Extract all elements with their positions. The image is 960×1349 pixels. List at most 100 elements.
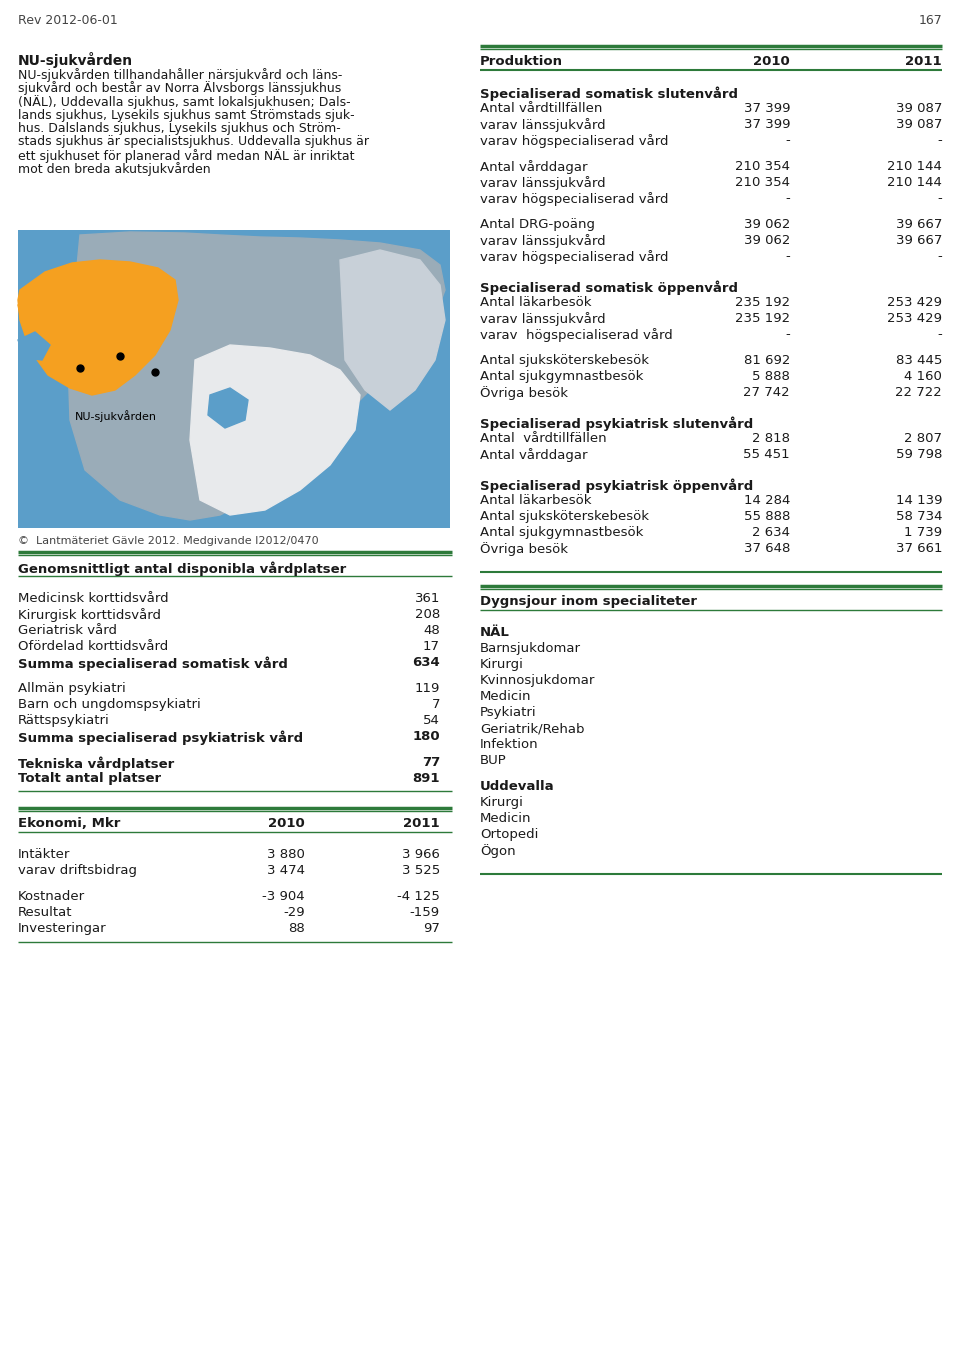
Text: 361: 361 [415,592,440,604]
Text: Antal vårddagar: Antal vårddagar [480,161,588,174]
Text: Barn och ungdomspsykiatri: Barn och ungdomspsykiatri [18,697,201,711]
Text: -159: -159 [410,907,440,919]
Text: ©  Lantmäteriet Gävle 2012. Medgivande I2012/0470: © Lantmäteriet Gävle 2012. Medgivande I2… [18,536,319,546]
Text: 2 634: 2 634 [752,526,790,540]
Text: 22 722: 22 722 [896,386,942,399]
Polygon shape [18,260,178,395]
Text: 37 648: 37 648 [744,542,790,554]
Text: -: - [785,134,790,147]
Text: Summa specialiserad somatisk vård: Summa specialiserad somatisk vård [18,656,288,670]
Text: 77: 77 [421,755,440,769]
Text: varav högspecialiserad vård: varav högspecialiserad vård [480,250,668,264]
Text: Genomsnittligt antal disponibla vårdplatser: Genomsnittligt antal disponibla vårdplat… [18,561,347,576]
Text: 3 525: 3 525 [401,863,440,877]
Text: -: - [785,328,790,341]
Text: -: - [937,328,942,341]
Text: varav driftsbidrag: varav driftsbidrag [18,863,137,877]
Text: varav högspecialiserad vård: varav högspecialiserad vård [480,134,668,148]
Text: 39 087: 39 087 [896,103,942,115]
Text: Geriatrik/Rehab: Geriatrik/Rehab [480,722,585,735]
Text: 81 692: 81 692 [744,353,790,367]
Text: 48: 48 [423,625,440,637]
Text: 3 474: 3 474 [267,863,305,877]
Polygon shape [316,487,333,503]
Text: 97: 97 [423,921,440,935]
Text: 58 734: 58 734 [896,510,942,523]
Text: 5 888: 5 888 [752,370,790,383]
Text: Medicin: Medicin [480,689,532,703]
Polygon shape [18,332,50,360]
Text: Antal vårdtillfällen: Antal vårdtillfällen [480,103,602,115]
Text: Antal sjuksköterskebesök: Antal sjuksköterskebesök [480,510,649,523]
Text: 27 742: 27 742 [743,386,790,399]
Text: 39 667: 39 667 [896,219,942,231]
Text: 83 445: 83 445 [896,353,942,367]
Polygon shape [208,389,248,428]
Text: 2 807: 2 807 [904,432,942,445]
Text: Allmän psykiatri: Allmän psykiatri [18,683,126,695]
Text: Ögon: Ögon [480,844,516,858]
Text: 210 354: 210 354 [735,175,790,189]
Text: Kirurgisk korttidsvård: Kirurgisk korttidsvård [18,608,161,622]
Text: 210 144: 210 144 [887,175,942,189]
Text: 210 144: 210 144 [887,161,942,173]
Text: Tekniska vårdplatser: Tekniska vårdplatser [18,755,175,770]
Text: 39 062: 39 062 [744,219,790,231]
Text: varav länssjukvård: varav länssjukvård [480,312,606,326]
Text: NÄL: NÄL [480,626,510,639]
Text: 3 966: 3 966 [402,849,440,861]
Text: 4 160: 4 160 [904,370,942,383]
Text: Antal läkarbesök: Antal läkarbesök [480,494,591,507]
Text: 7: 7 [431,697,440,711]
Text: -: - [785,250,790,263]
Text: mot den breda akutsjukvården: mot den breda akutsjukvården [18,162,210,177]
Text: Antal sjukgymnastbesök: Antal sjukgymnastbesök [480,526,643,540]
Text: 55 451: 55 451 [743,448,790,461]
Text: 2011: 2011 [905,55,942,67]
Text: Rättspsykiatri: Rättspsykiatri [18,714,109,727]
Polygon shape [18,298,35,328]
Text: Antal  vårdtillfällen: Antal vårdtillfällen [480,432,607,445]
Text: Antal sjukgymnastbesök: Antal sjukgymnastbesök [480,370,643,383]
Text: hus. Dalslands sjukhus, Lysekils sjukhus och Ström-: hus. Dalslands sjukhus, Lysekils sjukhus… [18,121,341,135]
Text: 208: 208 [415,608,440,621]
Text: 180: 180 [413,730,440,743]
Text: 2 818: 2 818 [752,432,790,445]
Text: varav länssjukvård: varav länssjukvård [480,117,606,132]
Text: 253 429: 253 429 [887,312,942,325]
Text: Kostnader: Kostnader [18,890,85,902]
Text: 55 888: 55 888 [744,510,790,523]
Text: 119: 119 [415,683,440,695]
Text: 3 880: 3 880 [267,849,305,861]
Text: Medicin: Medicin [480,812,532,826]
Text: Kvinnosjukdomar: Kvinnosjukdomar [480,674,595,687]
Text: Specialiserad somatisk slutenvård: Specialiserad somatisk slutenvård [480,86,738,101]
Text: 39 087: 39 087 [896,117,942,131]
Text: Psykiatri: Psykiatri [480,706,537,719]
Text: 235 192: 235 192 [734,295,790,309]
Text: Specialiserad psykiatrisk öppenvård: Specialiserad psykiatrisk öppenvård [480,478,754,492]
Text: 59 798: 59 798 [896,448,942,461]
Text: Specialiserad somatisk öppenvård: Specialiserad somatisk öppenvård [480,281,738,294]
Text: Kirurgi: Kirurgi [480,796,524,809]
Text: Ekonomi, Mkr: Ekonomi, Mkr [18,817,120,830]
Text: 37 661: 37 661 [896,542,942,554]
Text: 17: 17 [423,639,440,653]
Text: Totalt antal platser: Totalt antal platser [18,772,161,785]
Text: 235 192: 235 192 [734,312,790,325]
Text: stads sjukhus är specialistsjukhus. Uddevalla sjukhus är: stads sjukhus är specialistsjukhus. Udde… [18,135,369,148]
Text: BUP: BUP [480,754,507,768]
Text: varav högspecialiserad vård: varav högspecialiserad vård [480,192,668,206]
Text: Summa specialiserad psykiatrisk vård: Summa specialiserad psykiatrisk vård [18,730,303,745]
Polygon shape [190,345,360,515]
Text: Intäkter: Intäkter [18,849,70,861]
Polygon shape [68,232,445,519]
Text: Infektion: Infektion [480,738,539,751]
Text: Ortopedi: Ortopedi [480,828,539,840]
Polygon shape [340,250,445,410]
Text: Resultat: Resultat [18,907,73,919]
Text: 2010: 2010 [268,817,305,830]
Text: 2010: 2010 [754,55,790,67]
Text: lands sjukhus, Lysekils sjukhus samt Strömstads sjuk-: lands sjukhus, Lysekils sjukhus samt Str… [18,108,354,121]
Text: Övriga besök: Övriga besök [480,542,568,556]
